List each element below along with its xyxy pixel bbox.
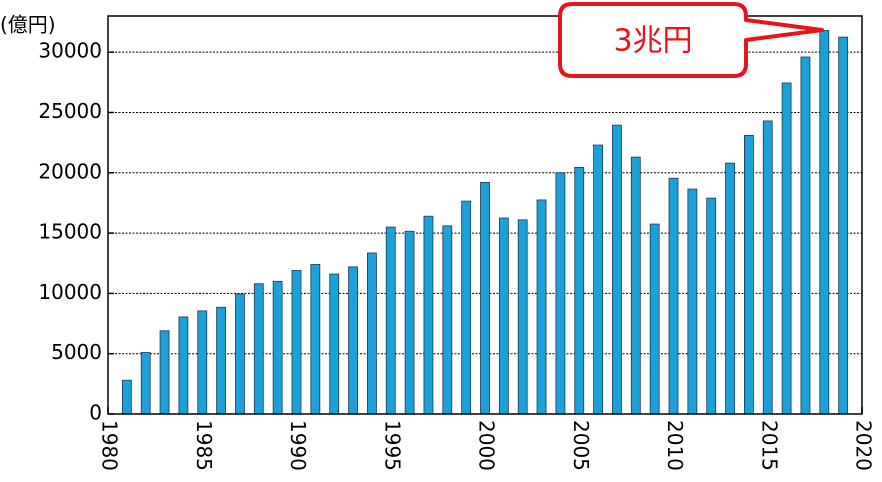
bar — [517, 219, 528, 415]
bar — [121, 379, 132, 415]
bar — [800, 56, 811, 415]
bar — [329, 273, 340, 415]
bar — [310, 264, 321, 415]
bar — [555, 172, 566, 415]
bar — [838, 36, 849, 415]
bar — [649, 223, 660, 415]
bar — [819, 30, 830, 415]
x-tick-label: 1985 — [192, 420, 216, 471]
y-tick-label: 5000 — [51, 340, 102, 364]
bar — [423, 215, 434, 415]
bar — [593, 144, 603, 415]
bar — [140, 352, 151, 415]
x-tick-label: 1995 — [380, 420, 404, 471]
x-tick-label: 2020 — [852, 420, 876, 471]
bar — [574, 166, 585, 415]
bar — [216, 306, 227, 415]
bar — [272, 280, 283, 415]
y-tick-label: 20000 — [38, 159, 102, 183]
bar — [442, 225, 453, 415]
bar — [385, 226, 396, 415]
bar — [291, 270, 302, 415]
y-tick-label: 30000 — [38, 39, 102, 63]
bar — [197, 310, 208, 415]
bar — [159, 330, 170, 415]
x-tick-label: 1990 — [286, 420, 310, 471]
bar — [762, 120, 773, 415]
bar — [253, 283, 264, 415]
bar — [498, 217, 509, 415]
bar — [612, 124, 622, 415]
bar — [668, 177, 679, 415]
callout-box — [558, 2, 824, 78]
bar — [630, 156, 641, 415]
plot-frame — [107, 15, 863, 415]
bar — [235, 293, 245, 415]
y-tick-label: 25000 — [38, 99, 102, 123]
bar — [366, 252, 377, 415]
x-tick-label: 1980 — [98, 420, 122, 471]
x-tick-label: 2015 — [757, 420, 781, 471]
y-tick-label: 0 — [89, 401, 102, 425]
x-tick-label: 2005 — [569, 420, 593, 471]
bar — [744, 134, 754, 415]
y-unit-label: (億円) — [0, 13, 56, 37]
bar — [706, 197, 717, 415]
bar — [536, 199, 547, 415]
bar — [348, 266, 358, 415]
bar — [480, 182, 490, 415]
x-tick-label: 2000 — [475, 420, 499, 471]
x-tick-label: 2010 — [663, 420, 687, 471]
callout-text: 3兆円 — [613, 24, 692, 59]
y-tick-label: 15000 — [38, 220, 102, 244]
bar — [687, 188, 698, 415]
bar — [725, 162, 735, 415]
bar — [178, 316, 189, 415]
y-tick-label: 10000 — [38, 280, 102, 304]
bar — [404, 230, 415, 415]
bar — [461, 200, 472, 415]
bar — [781, 82, 792, 415]
